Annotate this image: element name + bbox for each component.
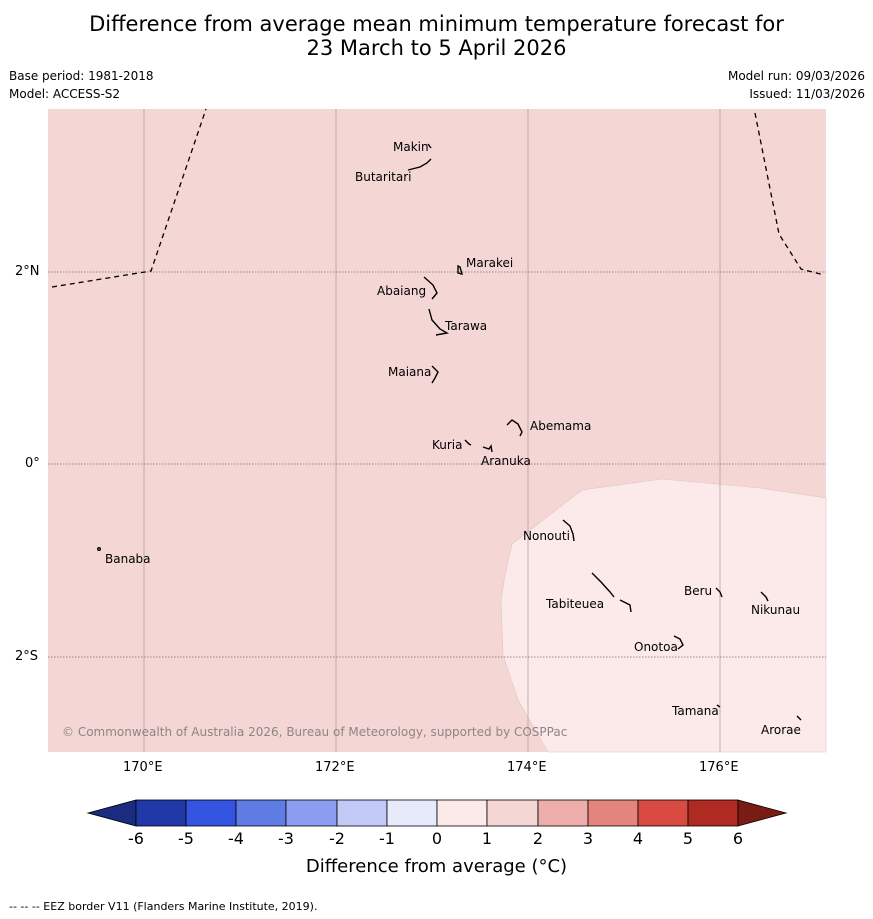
- colorbar: [86, 799, 788, 827]
- graticule: [143, 109, 721, 752]
- label-banaba: Banaba: [105, 552, 151, 566]
- label-marakei: Marakei: [466, 256, 513, 270]
- island-aranuka: [482, 444, 493, 453]
- base-period: Base period: 1981-2018: [9, 69, 154, 83]
- colorbar-bin-1: [135, 799, 187, 827]
- colorbar-bin-3: [235, 799, 287, 827]
- island-banaba: [96, 547, 101, 552]
- island-onotoa: [673, 635, 684, 650]
- colorbar-tick: -3: [278, 829, 294, 848]
- label-aranuka: Aranuka: [481, 454, 531, 468]
- copyright-notice: © Commonwealth of Australia 2026, Bureau…: [62, 725, 567, 739]
- label-nonouti: Nonouti: [523, 529, 570, 543]
- parallels: [48, 271, 826, 658]
- label-kuria: Kuria: [432, 438, 463, 452]
- issued-date: Issued: 11/03/2026: [749, 87, 865, 101]
- map-title: Difference from average mean minimum tem…: [0, 12, 873, 60]
- colorbar-tick: -6: [128, 829, 144, 848]
- colorbar-bin-5: [336, 799, 388, 827]
- place-labels: Makin Butaritari Marakei Abaiang Tarawa …: [105, 140, 801, 737]
- colorbar-tick: 1: [481, 829, 493, 848]
- island-tamana: [716, 704, 721, 708]
- label-tarawa: Tarawa: [444, 319, 487, 333]
- island-tabiteuea: [591, 572, 632, 613]
- island-nikunau: [760, 591, 769, 602]
- colorbar-bin-10: [587, 799, 639, 827]
- lon-label-170e: 170°E: [123, 760, 163, 775]
- colorbar-bin-12: [687, 799, 739, 827]
- colorbar-bin-8: [486, 799, 539, 827]
- label-beru: Beru: [684, 584, 712, 598]
- eez-footer-note: -- -- -- EEZ border V11 (Flanders Marine…: [9, 900, 318, 913]
- island-arorae: [796, 715, 802, 721]
- island-abaiang: [423, 276, 438, 300]
- label-abaiang: Abaiang: [377, 284, 426, 298]
- label-onotoa: Onotoa: [634, 640, 678, 654]
- label-tabiteuea: Tabiteuea: [545, 597, 604, 611]
- colorbar-low-extension: [86, 799, 137, 827]
- lat-label-0: 0°: [25, 456, 40, 471]
- lon-label-172e: 172°E: [315, 760, 355, 775]
- meta-right: Model run: 09/03/2026 Issued: 11/03/2026: [728, 67, 865, 103]
- eez-borders: [51, 108, 825, 288]
- island-tarawa: [428, 308, 450, 336]
- colorbar-bin-2: [185, 799, 237, 827]
- colorbar-label: Difference from average (°C): [305, 856, 568, 877]
- island-beru: [715, 587, 723, 598]
- label-makin: Makin: [393, 140, 429, 154]
- label-abemama: Abemama: [530, 419, 591, 433]
- lon-label-176e: 176°E: [699, 760, 739, 775]
- islands: [96, 143, 802, 721]
- model-name: Model: ACCESS-S2: [9, 87, 121, 101]
- colorbar-tick: 6: [732, 829, 744, 848]
- island-maiana: [431, 365, 439, 384]
- island-marakei: [457, 264, 464, 275]
- island-kuria: [464, 439, 472, 446]
- island-makin: [427, 143, 432, 149]
- model-run: Model run: 09/03/2026: [727, 69, 865, 83]
- label-arorae: Arorae: [761, 723, 801, 737]
- colorbar-high-extension: [737, 799, 788, 827]
- lat-label-2s: 2°S: [15, 649, 39, 664]
- lon-label-174e: 174°E: [507, 760, 547, 775]
- island-butaritari: [407, 158, 432, 171]
- colorbar-tick: 3: [582, 829, 594, 848]
- colorbar-bin-11: [637, 799, 689, 827]
- colorbar-tick: -4: [228, 829, 244, 848]
- anomaly-region-0-1: [500, 478, 827, 753]
- colorbar-tick: 4: [632, 829, 644, 848]
- title-line-2: 23 March to 5 April 2026: [306, 36, 567, 60]
- colorbar-bin-4: [285, 799, 338, 827]
- colorbar-bin-7: [436, 799, 488, 827]
- label-tamana: Tamana: [671, 704, 719, 718]
- colorbar-tick: 0: [431, 829, 443, 848]
- meta-left: Base period: 1981-2018 Model: ACCESS-S2: [9, 67, 154, 103]
- colorbar-tick: -2: [329, 829, 345, 848]
- colorbar-bin-6: [386, 799, 438, 827]
- eez-border-west: [51, 108, 207, 288]
- colorbar-tick: -1: [379, 829, 395, 848]
- colorbar-bin-9: [537, 799, 589, 827]
- island-abemama: [506, 419, 523, 437]
- lat-label-2n: 2°N: [15, 264, 40, 279]
- title-line-1: Difference from average mean minimum tem…: [89, 12, 784, 36]
- eez-border-east: [754, 112, 825, 276]
- label-butaritari: Butaritari: [355, 170, 412, 184]
- label-maiana: Maiana: [388, 365, 431, 379]
- label-nikunau: Nikunau: [751, 603, 800, 617]
- colorbar-tick: -5: [178, 829, 194, 848]
- colorbar-tick: 5: [682, 829, 694, 848]
- colorbar-tick: 2: [532, 829, 544, 848]
- island-nonouti: [562, 519, 575, 542]
